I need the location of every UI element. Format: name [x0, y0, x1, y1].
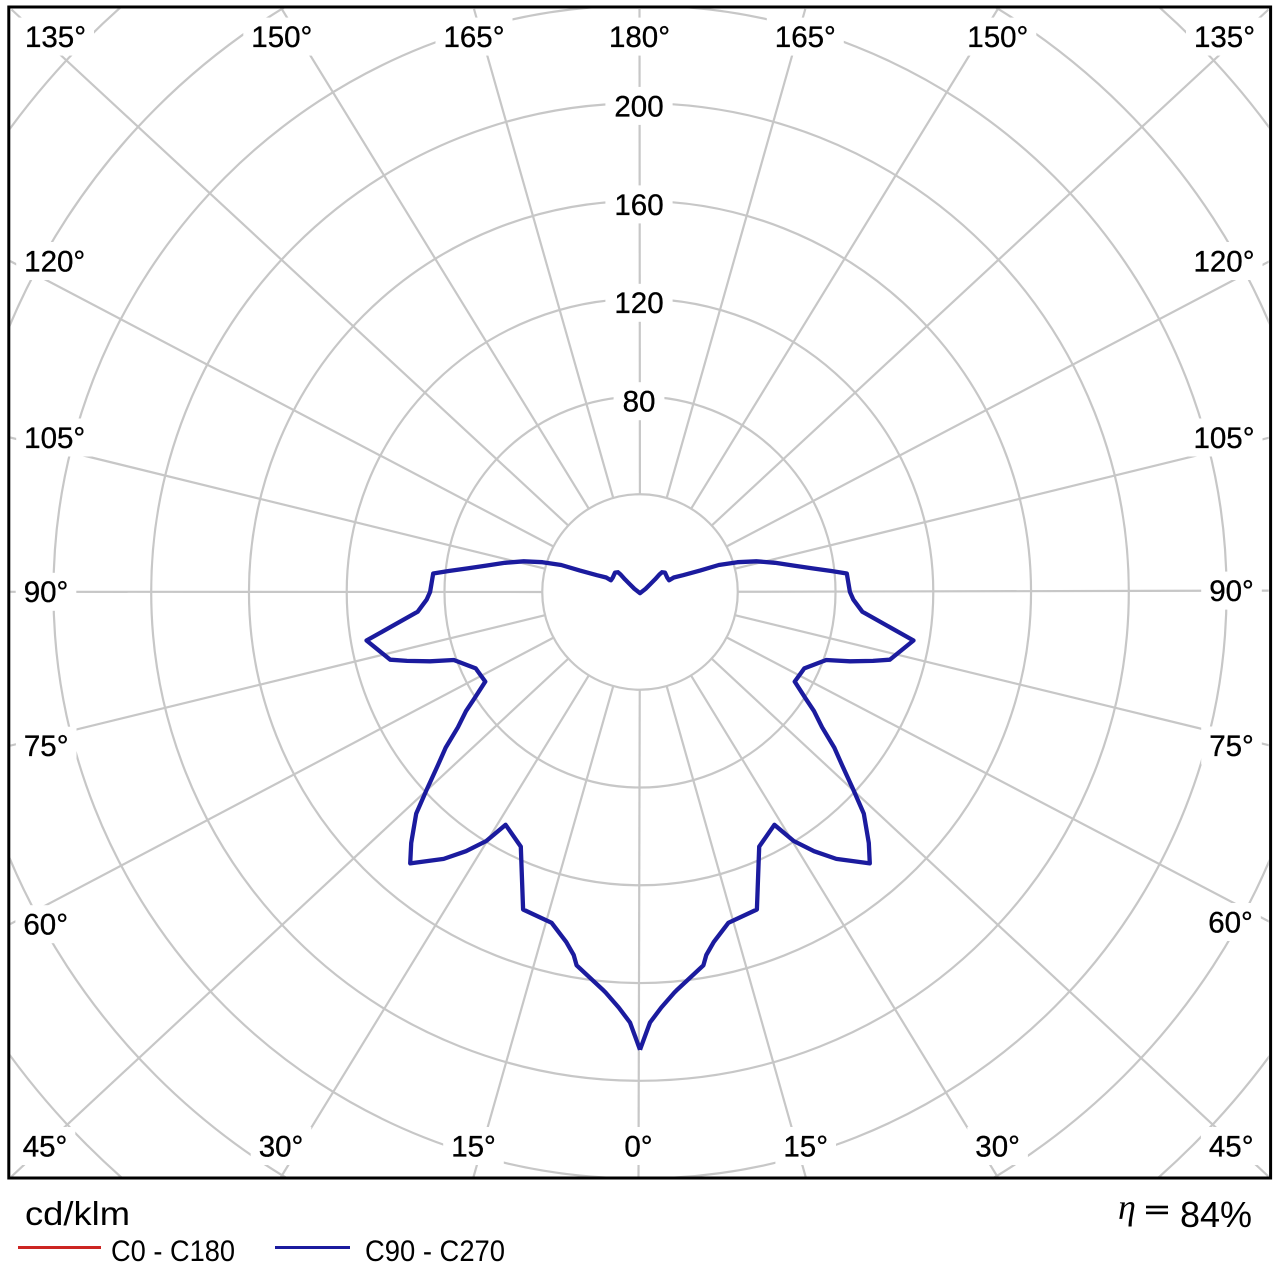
svg-text:165°: 165° [443, 21, 504, 54]
svg-text:C0 - C180: C0 - C180 [111, 1235, 235, 1268]
svg-text:15°: 15° [783, 1130, 828, 1163]
svg-text:105°: 105° [24, 422, 85, 455]
svg-text:160: 160 [614, 189, 663, 222]
svg-text:120: 120 [614, 287, 663, 320]
svg-text:200: 200 [614, 90, 663, 123]
svg-text:0°: 0° [624, 1130, 652, 1163]
svg-text:45°: 45° [23, 1130, 68, 1163]
svg-text:cd/klm: cd/klm [25, 1195, 130, 1232]
svg-text:84%: 84% [1180, 1194, 1252, 1235]
svg-text:60°: 60° [1208, 906, 1253, 939]
svg-text:135°: 135° [25, 21, 86, 54]
svg-text:90°: 90° [1209, 575, 1254, 608]
svg-text:120°: 120° [1193, 245, 1254, 278]
svg-text:30°: 30° [975, 1130, 1020, 1163]
svg-text:15°: 15° [451, 1130, 496, 1163]
svg-text:60°: 60° [23, 909, 68, 942]
svg-text:90°: 90° [24, 576, 69, 609]
svg-text:165°: 165° [775, 21, 836, 54]
svg-text:75°: 75° [24, 730, 69, 763]
svg-text:η: η [1118, 1187, 1136, 1227]
svg-text:150°: 150° [251, 21, 312, 54]
svg-text:150°: 150° [967, 21, 1028, 54]
svg-text:105°: 105° [1193, 422, 1254, 455]
svg-text:75°: 75° [1209, 730, 1254, 763]
svg-text:180°: 180° [609, 21, 670, 54]
svg-text:80: 80 [623, 386, 656, 419]
svg-text:120°: 120° [24, 245, 85, 278]
svg-text:C90 - C270: C90 - C270 [365, 1235, 505, 1268]
svg-text:45°: 45° [1209, 1130, 1254, 1163]
svg-text:135°: 135° [1194, 21, 1255, 54]
svg-text:30°: 30° [259, 1130, 304, 1163]
